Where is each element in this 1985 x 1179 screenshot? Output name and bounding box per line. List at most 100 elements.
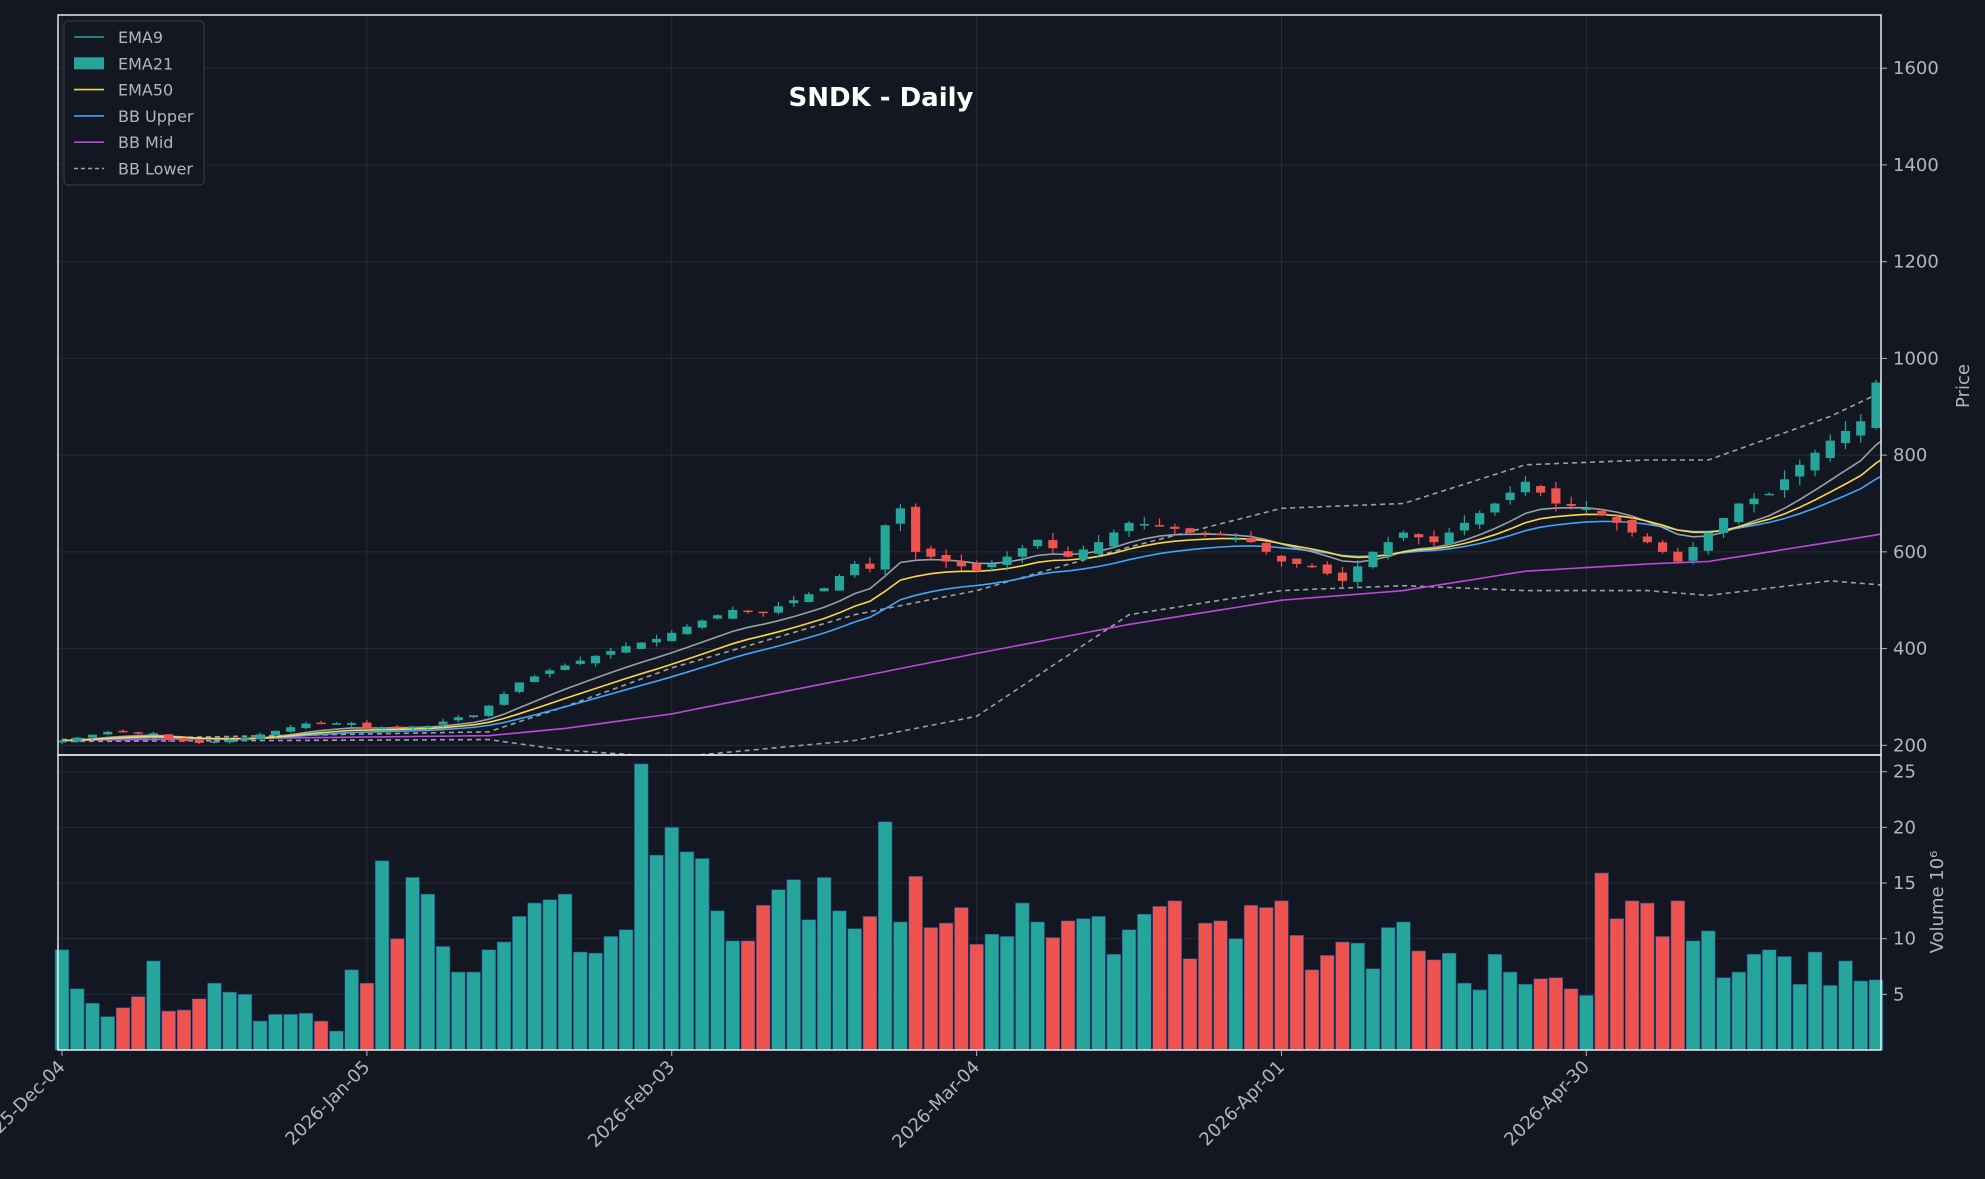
volume-bar: [771, 889, 786, 1051]
candle-body: [72, 737, 82, 742]
volume-bar: [1487, 953, 1503, 1051]
candle-body: [1642, 536, 1652, 543]
candle-body: [1093, 542, 1104, 554]
candle-body: [1368, 551, 1378, 568]
candle-body: [1398, 532, 1409, 538]
volume-bar: [679, 851, 695, 1051]
volume-bar: [969, 943, 984, 1051]
price-tick-label: 1400: [1893, 155, 1939, 176]
candle-body: [469, 715, 479, 718]
candle-body: [194, 739, 204, 743]
volume-bar: [1853, 980, 1868, 1051]
volume-bar: [1762, 949, 1777, 1051]
volume-bar: [1335, 941, 1350, 1051]
volume-bar: [115, 1007, 131, 1051]
volume-bar: [1777, 956, 1792, 1051]
volume-bar: [923, 927, 939, 1051]
candle-body: [1078, 549, 1088, 560]
volume-bar: [1030, 921, 1045, 1051]
candle-body: [316, 722, 326, 725]
candle-body: [606, 651, 616, 655]
volume-bar: [54, 949, 70, 1051]
volume-bar: [725, 940, 740, 1051]
candle-body: [1139, 524, 1149, 526]
volume-bar: [634, 763, 649, 1051]
volume-bar: [222, 991, 237, 1051]
candle-body: [1871, 382, 1881, 428]
candle-body: [1810, 452, 1820, 471]
volume-bar: [603, 936, 618, 1051]
volume-bar: [237, 994, 253, 1051]
candle-body: [545, 670, 555, 674]
volume-bar: [146, 960, 161, 1051]
volume-bar: [207, 982, 222, 1051]
volume-bar: [1198, 922, 1213, 1051]
volume-bar: [359, 982, 375, 1051]
candle-body: [1154, 525, 1165, 527]
candle-body: [621, 646, 631, 653]
candle-body: [1718, 518, 1729, 533]
price-tick-label: 600: [1893, 542, 1927, 563]
volume-bar: [1731, 971, 1746, 1051]
ema21-line: [61, 475, 1881, 742]
volume-bar: [85, 1002, 100, 1051]
candle-body: [1779, 479, 1790, 491]
volume-bar: [832, 910, 847, 1051]
volume-bar: [664, 827, 679, 1051]
volume-bar: [1213, 920, 1228, 1051]
candle-body: [1490, 503, 1500, 513]
volume-tick-label: 25: [1893, 762, 1916, 783]
price-tick-label: 1200: [1893, 252, 1939, 273]
volume-bar: [176, 1009, 192, 1051]
volume-bar: [100, 1016, 115, 1051]
volume-bar: [1350, 942, 1365, 1051]
candle-body: [1429, 536, 1439, 543]
candle-body: [789, 600, 799, 604]
volume-bar: [1548, 977, 1564, 1051]
candle-body: [956, 561, 966, 567]
candle-body: [1276, 555, 1287, 562]
volume-bar: [1320, 955, 1335, 1051]
legend-label: EMA9: [118, 28, 163, 47]
candle-body: [1764, 493, 1774, 496]
volume-bar: [877, 821, 893, 1051]
candle-body: [1734, 503, 1744, 523]
candle-body: [1322, 564, 1332, 574]
volume-bar: [954, 907, 969, 1051]
volume-bar: [1426, 959, 1442, 1051]
candle-body: [1658, 542, 1668, 552]
candle-body: [1627, 519, 1637, 533]
volume-bars: [54, 763, 1884, 1051]
volume-bar: [1746, 953, 1762, 1051]
candle-body: [1048, 540, 1058, 549]
volume-bar: [451, 971, 466, 1051]
candle-body: [453, 717, 463, 721]
candle-body: [972, 563, 982, 572]
volume-bar: [862, 916, 878, 1051]
legend-label: BB Mid: [118, 133, 173, 152]
candle-body: [255, 734, 265, 740]
candle-body: [164, 734, 174, 740]
candle-body: [1215, 533, 1226, 536]
volume-bar: [1579, 995, 1594, 1051]
price-panel: 200 400 600 800 1000 1200 1400 1600 SNDK - Dail…: [57, 14, 1974, 756]
price-tick-label: 800: [1893, 445, 1927, 466]
candle-body: [118, 730, 128, 733]
candle-body: [1597, 510, 1607, 516]
candle-body: [1337, 572, 1348, 581]
volume-bar: [1701, 930, 1716, 1051]
volume-bar: [466, 971, 481, 1051]
candle-body: [225, 739, 235, 743]
candle-body: [1749, 498, 1759, 505]
candle-body: [834, 576, 845, 591]
candle-body: [1612, 517, 1622, 523]
volume-tick-label: 15: [1893, 873, 1916, 894]
candle-body: [697, 620, 707, 628]
volume-bar: [1807, 951, 1823, 1051]
volume-bar: [847, 928, 862, 1051]
candle-body: [148, 733, 159, 735]
volume-bar: [268, 1014, 283, 1051]
volume-bar: [405, 877, 420, 1051]
candle-body: [743, 610, 753, 613]
volume-bar: [390, 938, 405, 1051]
